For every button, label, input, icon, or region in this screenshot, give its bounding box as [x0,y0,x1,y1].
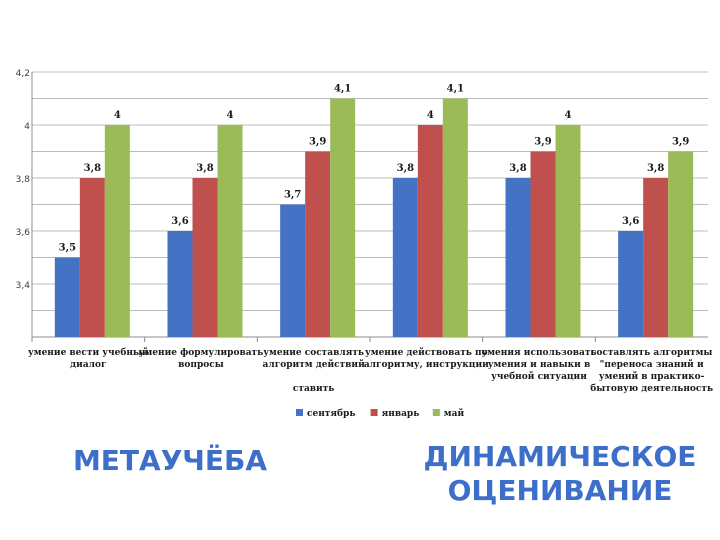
x-tick-label: умение вести учебный [28,347,149,358]
bar [668,151,694,337]
data-label: 3,5 [59,243,76,254]
bar [54,257,80,337]
x-tick-label: умение формулировать [139,348,264,358]
x-tick-label: алгоритму, инструкции [364,360,489,370]
data-label: 4 [114,110,121,121]
data-label: 4 [565,110,572,121]
bar [530,151,556,337]
data-labels: 3,5 3,8 4 3,6 3,8 4 3,7 3,9 4,1 3,8 4 4,1 3,8 3,9 4 3,6… [59,84,690,254]
data-label: 3,7 [284,190,301,201]
x-tick-label: ставить [293,384,335,394]
data-label: 3,8 [196,163,213,174]
bar [280,204,306,337]
data-label: 3,9 [534,137,551,148]
data-label: 3,8 [647,163,664,174]
data-label: 3,8 [509,163,526,174]
bar [505,178,531,337]
x-tick-label: составлять алгоритмы [591,348,713,358]
bar [643,178,669,337]
bar-chart: 3,4 3,6 3,8 4 4,2 умение вести учебный диалог… [16,69,713,419]
bar [330,98,356,337]
x-tick-label: умения и навыки в [488,360,590,370]
y-tick-label: 3,4 [16,281,31,291]
bar [305,151,331,337]
x-tick-label: бытовую деятельность [590,383,713,394]
bar [79,178,105,337]
bar [217,125,243,337]
caption-line-1: ДИНАМИЧЕСКОЕ [423,440,697,473]
legend-swatch [370,409,378,416]
bar [417,125,443,337]
x-axis-labels: умение вести учебный диалог умение формули… [28,347,713,394]
y-tick-label: 4 [24,122,30,132]
bar [392,178,418,337]
data-label: 3,8 [84,163,101,174]
legend-swatch [296,409,303,416]
bar [104,125,130,337]
caption-metaucheba: МЕТАУЧЁБА [72,444,268,477]
legend-swatch [432,409,440,416]
x-tick-label: вопросы [178,360,224,370]
chart-bars [54,98,694,337]
x-tick-label: умений в практико- [599,371,705,382]
chart-legend: сентябрь январь май [296,408,464,419]
data-label: 3,9 [309,137,326,148]
data-label: 3,6 [622,216,639,227]
legend-label: сентябрь [307,408,355,419]
data-label: 4,1 [447,84,464,95]
x-tick-label: "переноса знаний и [600,359,704,370]
chart-grid [31,71,708,342]
y-tick-label: 3,6 [16,228,31,238]
caption-line-2: ОЦЕНИВАНИЕ [447,474,673,507]
caption-dynamic-assessment: ДИНАМИЧЕСКОЕ ОЦЕНИВАНИЕ [420,440,700,508]
x-tick-label: диалог [70,360,106,370]
data-label: 4 [227,110,234,121]
data-label: 4 [427,110,434,121]
y-tick-label: 4,2 [16,69,30,79]
bar [192,178,218,337]
bar [442,98,468,337]
bar [167,231,193,337]
data-label: 3,6 [171,216,188,227]
legend-label: январь [382,409,420,419]
y-tick-label: 3,8 [16,175,31,185]
x-tick-label: умение составлять [263,348,364,358]
x-tick-label: умение действовать по [365,347,488,358]
data-label: 3,8 [397,163,414,174]
bar [555,125,581,337]
bar [618,231,644,337]
data-label: 3,9 [672,137,689,148]
x-tick-label: умения использовать [481,348,596,358]
x-tick-label: учебной ситуации [491,371,587,382]
data-label: 4,1 [334,84,351,95]
legend-label: май [444,408,465,419]
y-axis-ticks: 3,4 3,6 3,8 4 4,2 [16,69,31,291]
x-tick-label: алгоритм действий [263,359,366,370]
